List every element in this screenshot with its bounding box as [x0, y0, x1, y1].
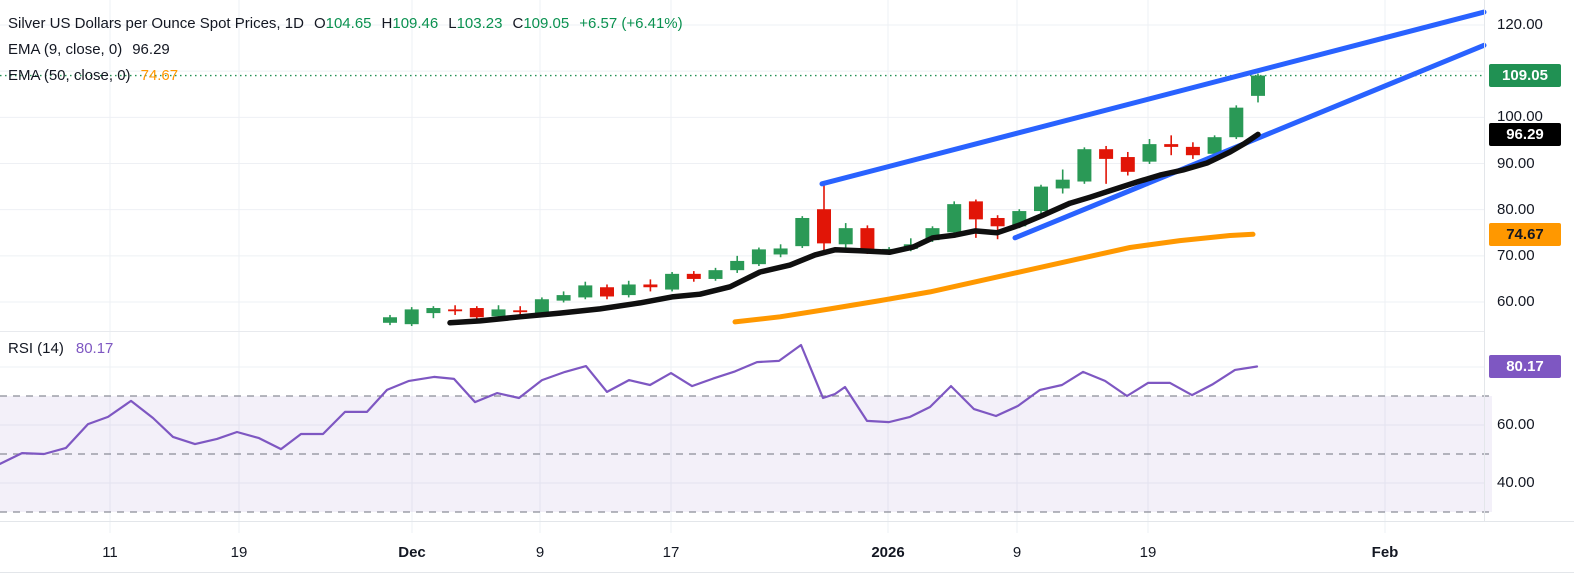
candle-body [1120, 157, 1135, 172]
candle-body [686, 273, 701, 279]
time-axis-label: 11 [102, 544, 118, 561]
candle-body [795, 217, 810, 247]
candle-body [990, 217, 1005, 227]
candle-body [643, 284, 658, 288]
ema50-price-badge: 74.67 [1489, 222, 1561, 246]
ema9-price-badge: 96.29 [1489, 122, 1561, 146]
rsi-legend: RSI (14) 80.17 [8, 336, 113, 360]
time-axis-label: 2026 [871, 544, 905, 561]
candle-body [426, 308, 441, 314]
ema9-row: EMA (9, close, 0) 96.29 [8, 36, 683, 62]
candle-body [665, 273, 680, 290]
candles-layer [383, 73, 1265, 327]
price-axis-label: 120.00 [1497, 16, 1543, 33]
candle-body [1229, 107, 1244, 138]
candle-body [600, 287, 614, 297]
candle-body [513, 310, 528, 313]
candle-body [730, 260, 745, 271]
time-axis-label: 19 [1139, 544, 1157, 561]
price-axis-label: 100.00 [1497, 108, 1543, 126]
price-axis-label: 80.00 [1497, 200, 1535, 218]
rsi-value: 80.17 [75, 339, 114, 357]
candle-body [404, 309, 419, 325]
rsi-axis-label: 40.00 [1497, 474, 1535, 491]
ema50-row: EMA (50, close, 0) 74.67 [8, 62, 683, 88]
candle-body [1099, 149, 1114, 159]
time-axis-label: Feb [1371, 544, 1399, 561]
symbol-row: Silver US Dollars per Ounce Spot Prices,… [8, 10, 683, 36]
ema50-line [732, 231, 1256, 325]
ohlc-h: H 109.46 [381, 14, 439, 32]
ohlc-c: C 109.05 [512, 14, 570, 32]
ohlc-values: O 104.65 H 109.46 L 103.23 C 109.05 [314, 15, 569, 32]
candle-body [1142, 144, 1157, 162]
candle-body [968, 201, 983, 220]
price-axis-label: 90.00 [1497, 154, 1535, 172]
candle-body [383, 317, 397, 323]
ema9-value: 96.29 [132, 40, 170, 58]
rsi-value-badge: 80.17 [1489, 355, 1561, 378]
candle-body [751, 249, 766, 265]
candle-body [578, 285, 593, 298]
candle-body [1164, 144, 1179, 147]
gridlines [0, 0, 1484, 533]
legend: Silver US Dollars per Ounce Spot Prices,… [8, 10, 683, 88]
price-axis-label: 70.00 [1497, 246, 1535, 264]
ohlc-o: O 104.65 [313, 14, 372, 32]
ema50-label[interactable]: EMA (50, close, 0) [8, 66, 131, 84]
price-axis[interactable]: 120.00 100.00 90.00 80.00 70.00 60.00 109.05 96… [1484, 0, 1574, 521]
price-axis-label: 60.00 [1497, 293, 1535, 311]
ema9-label[interactable]: EMA (9, close, 0) [8, 40, 123, 58]
candle-body [817, 209, 831, 244]
candle-body [491, 309, 506, 317]
rsi-dashed-levels [0, 395, 1492, 513]
ema50-value: 74.67 [140, 66, 179, 84]
candle-body [1185, 146, 1200, 156]
candle-body [1077, 149, 1092, 182]
candle-body [708, 270, 723, 279]
trendline-upper-channel [819, 9, 1487, 187]
change-value: +6.57 (+6.41%) [579, 14, 683, 32]
time-axis-label: 9 [1012, 544, 1022, 561]
candle-body [838, 228, 853, 245]
time-axis-label: 19 [230, 544, 248, 561]
candle-body [947, 204, 962, 233]
candle-body [534, 299, 549, 314]
ema9-line [447, 131, 1261, 326]
candle-body [1055, 179, 1070, 189]
time-axis-label: 17 [662, 544, 680, 561]
candle-body [1251, 75, 1265, 96]
candle-body [469, 308, 484, 318]
candle-body [1034, 186, 1048, 212]
candle-body [860, 228, 875, 249]
time-axis-label: 9 [535, 544, 545, 561]
rsi-label[interactable]: RSI (14) [8, 339, 64, 357]
time-axis[interactable]: 11 19 Dec 9 17 2026 9 19 Feb [0, 521, 1574, 578]
time-axis-label: Dec [398, 544, 426, 561]
candle-body [556, 295, 571, 301]
rsi-axis-label: 60.00 [1497, 416, 1535, 433]
candle-body [1207, 137, 1222, 154]
candle-body [448, 309, 463, 312]
candle-body [773, 248, 788, 255]
ohlc-l: L 103.23 [448, 14, 503, 32]
symbol-title[interactable]: Silver US Dollars per Ounce Spot Prices,… [8, 14, 304, 32]
close-price-badge: 109.05 [1489, 64, 1561, 88]
candle-body [621, 284, 636, 296]
rsi-line [0, 343, 1259, 465]
